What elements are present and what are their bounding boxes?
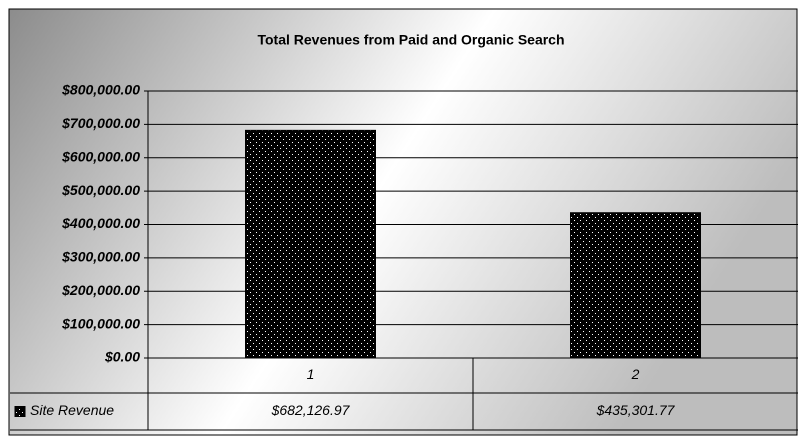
y-tick-label: $700,000.00 bbox=[61, 115, 140, 131]
bar bbox=[570, 212, 701, 359]
y-tick-label: $0.00 bbox=[104, 349, 140, 365]
bar bbox=[245, 129, 376, 359]
legend-key bbox=[14, 406, 26, 417]
y-tick-label: $500,000.00 bbox=[61, 182, 140, 198]
y-tick-label: $400,000.00 bbox=[61, 215, 140, 231]
legend-label: Site Revenue bbox=[30, 402, 114, 418]
y-tick-label: $600,000.00 bbox=[61, 148, 140, 164]
y-tick-label: $300,000.00 bbox=[61, 249, 140, 265]
chart-title: Total Revenues from Paid and Organic Sea… bbox=[257, 32, 564, 48]
x-tick-label: 2 bbox=[631, 366, 640, 382]
table-value: $682,126.97 bbox=[271, 402, 351, 418]
x-tick-label: 1 bbox=[307, 366, 315, 382]
y-tick-label: $100,000.00 bbox=[61, 315, 140, 331]
table-value: $435,301.77 bbox=[596, 402, 676, 418]
y-tick-label: $800,000.00 bbox=[61, 82, 140, 98]
y-tick-label: $200,000.00 bbox=[61, 282, 140, 298]
